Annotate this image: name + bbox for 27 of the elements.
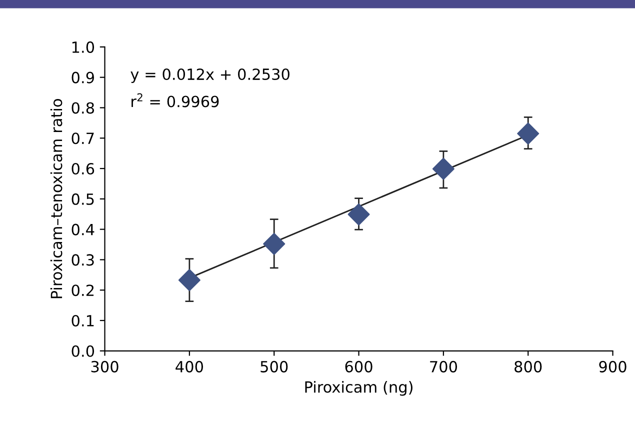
y-tick-label: 0.7 <box>72 132 94 144</box>
y-tick-label: 0.9 <box>72 72 94 84</box>
y-tick-label: 0.6 <box>72 162 94 175</box>
y-tick-label: 0.4 <box>72 224 94 236</box>
y-tick-label: 1.0 <box>72 41 94 53</box>
x-tick-label: 700 <box>430 360 458 372</box>
annotation: r$^{2}$ = 0.9969 <box>132 93 219 108</box>
y-tick-label: 0.5 <box>72 193 94 205</box>
point <box>517 122 540 145</box>
x-tick-label: 300 <box>91 360 118 372</box>
point <box>263 232 286 255</box>
x-tick-label: 400 <box>176 360 204 372</box>
y-tick-label: 0.2 <box>72 284 94 296</box>
y-tick-label: 0.0 <box>72 345 94 357</box>
point <box>432 158 454 180</box>
y-tick-label: 0.8 <box>72 102 94 114</box>
x-tick-label: 500 <box>260 360 288 372</box>
x-axis-title: Piroxicam (ng) <box>305 380 412 396</box>
point <box>178 269 200 292</box>
y-tick-label: 0.3 <box>72 254 94 266</box>
y-tick-label: 0.1 <box>72 314 94 327</box>
x-tick-label: 600 <box>345 360 372 372</box>
annotation: y = 0.012x + 0.2530 <box>130 68 290 83</box>
point <box>348 203 370 226</box>
x-tick-label: 900 <box>599 360 626 372</box>
y-axis-title: Piroxicam–tenoxicam ratio <box>50 99 62 298</box>
x-tick-label: 800 <box>514 360 542 372</box>
